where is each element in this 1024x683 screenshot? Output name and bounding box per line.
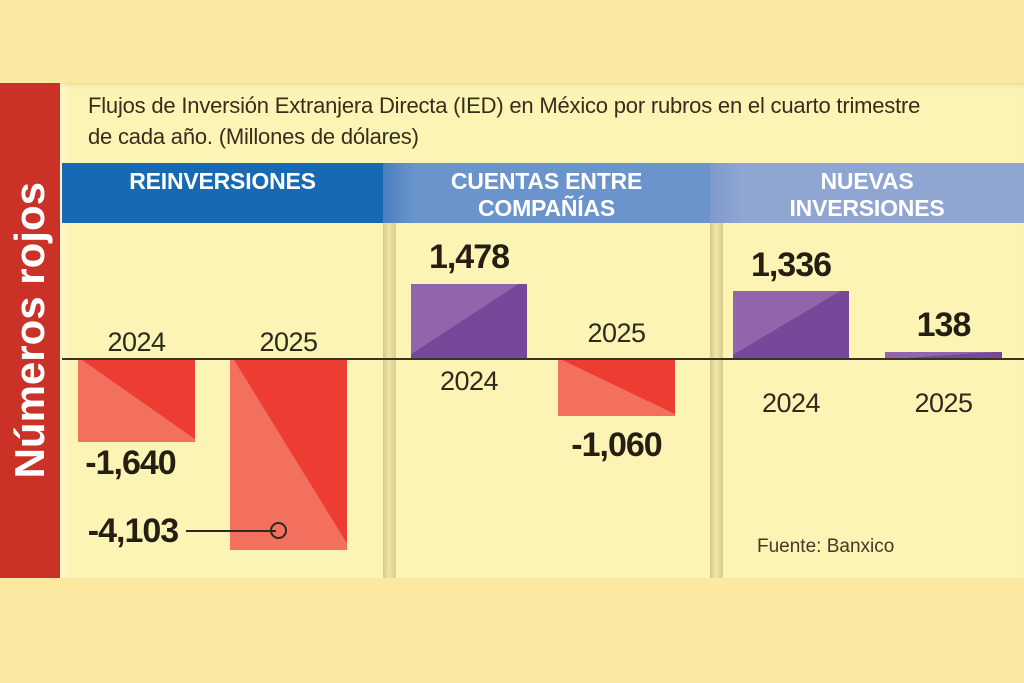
side-banner-label: Números rojos	[6, 182, 53, 479]
value-label-cuentas-2025: -1,060	[571, 426, 662, 464]
bar-nuevas-2024	[733, 291, 849, 360]
year-label-2024: 2024	[439, 366, 499, 396]
year-label-2025: 2025	[587, 318, 646, 348]
value-label-cuentas-2024: 1,478	[428, 238, 510, 276]
bar-cuentas-2024	[411, 284, 527, 360]
section-header-label: REINVERSIONES	[129, 168, 316, 194]
section-header-nuevas-inversiones: NUEVAS INVERSIONES	[710, 163, 1024, 223]
section-header-label: CUENTAS ENTRE	[450, 168, 643, 194]
panel-divider	[383, 223, 396, 578]
year-label-2025: 2025	[259, 327, 318, 357]
panel-divider	[710, 223, 723, 578]
callout-line	[186, 530, 276, 532]
bar-nuevas-2025	[885, 352, 1002, 360]
section-header-label: NUEVAS	[820, 168, 914, 194]
bar-reinversiones-2024	[78, 360, 195, 442]
chart-title-line1: Flujos de Inversión Extranjera Directa (…	[88, 93, 921, 118]
side-banner: Números rojos	[0, 83, 60, 578]
chart-title: Flujos de Inversión Extranjera Directa (…	[88, 90, 1018, 152]
section-header-cuentas-entre-companias: CUENTAS ENTRE COMPAÑÍAS	[383, 163, 710, 223]
zero-axis-line	[62, 358, 1024, 360]
bar-cuentas-2025	[558, 360, 675, 416]
value-label-reinversiones-2025: -4,103	[87, 512, 179, 550]
section-header-label: COMPAÑÍAS	[477, 195, 616, 221]
bar-reinversiones-2025	[230, 360, 347, 550]
value-label-nuevas-2024: 1,336	[750, 246, 832, 284]
callout-circle	[270, 522, 287, 539]
section-header-reinversiones: REINVERSIONES	[62, 163, 383, 223]
year-label-2025: 2025	[914, 388, 973, 418]
section-header-label: INVERSIONES	[789, 195, 945, 221]
year-label-2024: 2024	[761, 388, 821, 418]
source-credit: Fuente: Banxico	[757, 536, 895, 557]
chart-panel	[60, 83, 1024, 578]
value-label-reinversiones-2024: -1,640	[85, 444, 176, 482]
chart-title-line2: de cada año. (Millones de dólares)	[88, 124, 419, 149]
value-label-nuevas-2025: 138	[916, 306, 972, 344]
year-label-2024: 2024	[107, 327, 166, 357]
